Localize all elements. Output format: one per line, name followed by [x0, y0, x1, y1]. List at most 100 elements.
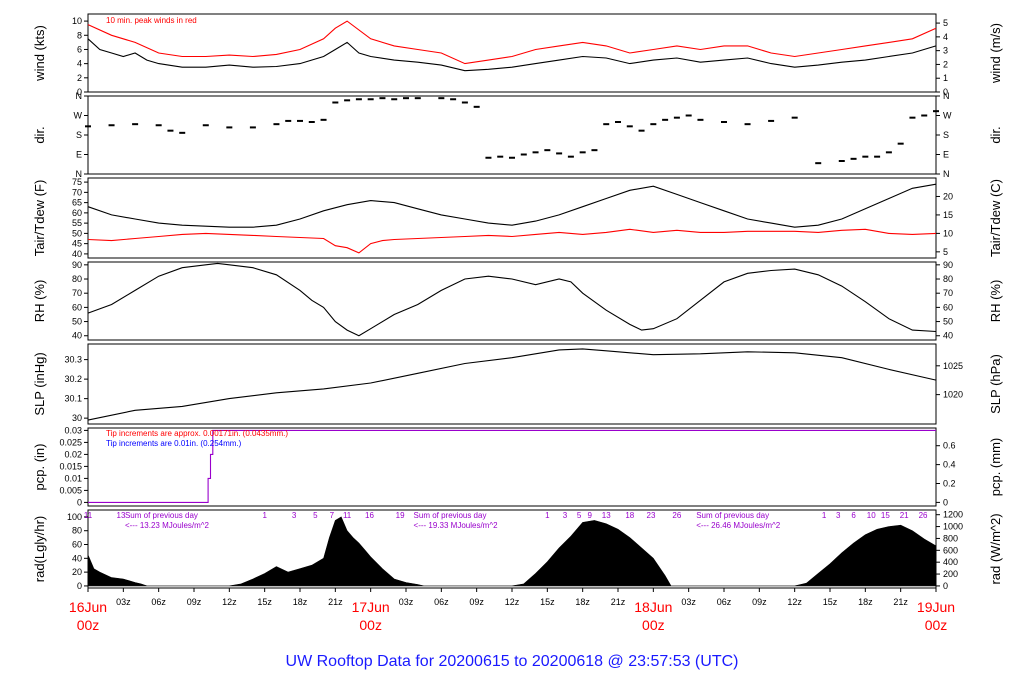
rad-hour-label: 6	[851, 511, 856, 520]
pcp-annotation: Tip increments are 0.01in. (0.254mm.)	[106, 439, 242, 448]
left-tick-label: N	[76, 169, 83, 179]
left-tick-label: 30.1	[64, 394, 82, 404]
right-tick-label: W	[943, 111, 952, 121]
rad-left-axis-label: rad(Lgly/hr)	[32, 516, 47, 582]
x-hour-label: 18z	[293, 597, 308, 607]
rh-plot-frame	[87, 261, 937, 341]
pcp-panel: 0 0.005 0.01 0.015 0.02 0.025 0.03 0 0.2 0.4 0.6 pc…	[32, 425, 1003, 507]
temp-series-line-1	[87, 228, 937, 254]
x-hour-label: 06z	[717, 597, 732, 607]
dir-point	[438, 97, 445, 100]
temp-right-axis-label: Tair/Tdew (C)	[988, 179, 1003, 257]
x-date-label: 17Jun	[352, 599, 390, 615]
right-tick-label: 90	[943, 260, 953, 270]
left-tick-label: 0	[77, 497, 82, 507]
left-tick-label: S	[76, 130, 82, 140]
rad-hour-label: 7	[330, 511, 335, 520]
right-tick-label: E	[943, 150, 949, 160]
dir-plot-frame	[87, 95, 937, 175]
dir-point	[579, 151, 586, 154]
right-tick-label: 70	[943, 288, 953, 298]
rad-sum-value: <--- 26.46 MJoules/m^2	[696, 521, 781, 530]
x-hour-label: 09z	[187, 597, 202, 607]
rad-sum-value: <--- 13.23 MJoules/m^2	[125, 521, 210, 530]
dir-point	[391, 98, 398, 101]
x-hour-label: 03z	[681, 597, 696, 607]
right-tick-label: 20	[943, 191, 953, 201]
right-tick-label: 10	[943, 228, 953, 238]
rad-plot-frame	[87, 509, 937, 589]
dir-point	[249, 126, 256, 129]
dir-point	[685, 114, 692, 117]
right-tick-label: N	[943, 169, 950, 179]
dir-point	[815, 162, 822, 165]
dir-point	[650, 123, 657, 126]
dir-point	[179, 131, 186, 134]
right-tick-label: 1200	[943, 510, 963, 520]
rad-hour-label: 5	[313, 511, 318, 520]
temp-left-axis-label: Tair/Tdew (F)	[32, 180, 47, 257]
dir-point	[509, 156, 515, 159]
left-tick-label: 8	[77, 30, 82, 40]
wind-left-axis-label: wind (kts)	[32, 25, 47, 82]
dir-point	[320, 118, 327, 121]
dir-point	[461, 101, 468, 104]
rad-hour-label: 9	[588, 511, 593, 520]
left-tick-label: 50	[72, 317, 82, 327]
dir-point	[591, 149, 598, 152]
rad-hour-label: 13	[117, 511, 126, 520]
left-tick-label: 45	[72, 239, 82, 249]
left-tick-label: 40	[72, 553, 82, 563]
dir-left-axis-label: dir.	[32, 126, 47, 143]
slp-series-line-0	[87, 348, 937, 421]
rh-panel: 40 50 60 70 80 90 40 50 60 70 80 90 RH (%) RH (%)	[32, 260, 1003, 341]
left-tick-label: 55	[72, 218, 82, 228]
dir-point	[567, 155, 574, 158]
dir-point	[497, 155, 504, 158]
dir-point	[921, 114, 928, 117]
dir-point	[273, 123, 280, 126]
wind-series-line-0	[87, 38, 937, 72]
dir-point	[332, 101, 339, 104]
dir-point	[226, 126, 233, 129]
dir-point	[297, 119, 303, 122]
dir-point	[202, 124, 209, 127]
left-tick-label: 0.015	[59, 461, 82, 471]
dir-point	[167, 129, 174, 132]
dir-point	[155, 124, 162, 127]
x-hour-label: 18z	[858, 597, 873, 607]
dir-point	[838, 160, 845, 162]
dir-point	[414, 97, 421, 100]
dir-point	[626, 125, 633, 128]
x-hour-label: 12z	[787, 597, 802, 607]
right-tick-label: 4	[943, 32, 948, 42]
rad-hour-label: 3	[836, 511, 841, 520]
dir-point	[85, 125, 91, 128]
right-tick-label: 80	[943, 274, 953, 284]
x-date-sublabel: 00z	[77, 617, 100, 633]
x-date-label: 18Jun	[634, 599, 672, 615]
right-tick-label: 1	[943, 73, 948, 83]
left-tick-label: 30.3	[64, 355, 82, 365]
left-tick-label: W	[74, 111, 83, 121]
rad-hour-label: 21	[900, 511, 909, 520]
right-tick-label: 3	[943, 46, 948, 56]
dir-point	[403, 97, 409, 100]
rh-series-line-0	[87, 262, 937, 337]
right-tick-label: 800	[943, 533, 958, 543]
x-hour-label: 12z	[505, 597, 520, 607]
right-tick-label: 40	[943, 331, 953, 341]
rad-hour-label: 11	[84, 511, 93, 520]
x-date-sublabel: 00z	[359, 617, 382, 633]
right-tick-label: 15	[943, 210, 953, 220]
x-date-label: 19Jun	[917, 599, 955, 615]
rad-sum-title: Sum of previous day	[414, 511, 487, 520]
pcp-right-axis-label: pcp. (mm)	[988, 438, 1003, 497]
left-tick-label: 70	[72, 187, 82, 197]
rad-hour-label: 10	[867, 511, 876, 520]
left-tick-label: 10	[72, 16, 82, 26]
rad-hour-label: 3	[292, 511, 297, 520]
left-tick-label: 90	[72, 260, 82, 270]
